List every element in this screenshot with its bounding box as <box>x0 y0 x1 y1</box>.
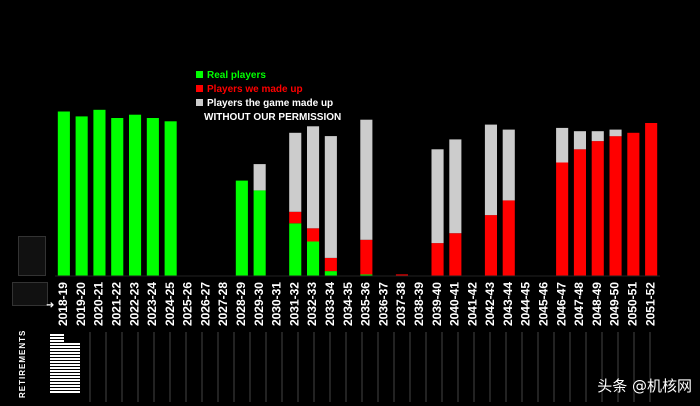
x-tick-label: 2041-42 <box>465 282 479 326</box>
x-tick-label: 2021-22 <box>109 282 123 326</box>
legend-swatch <box>196 85 203 92</box>
bar-2046-47-series-1 <box>556 162 569 276</box>
x-tick-label: 2031-32 <box>287 282 301 326</box>
bar-2039-40-series-2 <box>431 149 444 244</box>
bar-2031-32-series-2 <box>289 132 302 212</box>
thumbnail-strip <box>12 282 48 306</box>
retirements-label: RETIREMENTS <box>18 329 27 398</box>
bar-2033-34-series-0 <box>324 271 337 276</box>
legend-note: WITHOUT OUR PERMISSION <box>204 112 341 123</box>
x-tick-label: 2051-52 <box>643 282 657 326</box>
bar-2048-49-series-1 <box>591 141 604 276</box>
x-tick-label: 2032-33 <box>305 282 319 326</box>
bar-2050-51-series-1 <box>627 132 640 276</box>
x-tick-label: 2036-37 <box>376 282 390 326</box>
bar-2040-41-series-2 <box>449 139 462 234</box>
x-tick-label: 2040-41 <box>448 282 462 326</box>
bar-2032-33-series-2 <box>307 126 320 229</box>
x-tick-label: 2047-48 <box>572 282 586 326</box>
watermark: 头条 @机核网 <box>597 377 692 395</box>
x-tick-label: 2045-46 <box>536 282 550 326</box>
bar-2021-22-series-0 <box>111 118 124 276</box>
bar-2029-30-series-2 <box>253 164 266 191</box>
x-tick-label: 2034-35 <box>341 282 355 326</box>
bar-2048-49-series-2 <box>591 131 604 142</box>
x-tick-label: 2019-20 <box>74 282 88 326</box>
x-tick-label: 2026-27 <box>198 282 212 326</box>
x-tick-label: 2020-21 <box>92 282 106 326</box>
bar-2028-29-series-0 <box>235 180 248 276</box>
x-tick-label: 2030-31 <box>270 282 284 326</box>
bar-2031-32-series-1 <box>289 211 302 224</box>
x-tick-label: 2022-23 <box>127 282 141 326</box>
x-tick-label: 2050-51 <box>625 282 639 326</box>
bar-2033-34-series-1 <box>324 257 337 272</box>
x-tick-label: 2024-25 <box>163 282 177 326</box>
x-tick-label: 2049-50 <box>608 282 622 326</box>
bar-2032-33-series-0 <box>307 241 320 276</box>
retirements-tick-strip <box>89 332 651 402</box>
x-tick-label: 2048-49 <box>590 282 604 326</box>
bar-2040-41-series-1 <box>449 233 462 276</box>
x-tick-label: 2044-45 <box>519 282 533 326</box>
x-tick-label: 2023-24 <box>145 282 159 326</box>
bar-2035-36-series-1 <box>360 239 373 275</box>
bar-2035-36-series-0 <box>360 274 373 276</box>
x-tick-label: 2018-19 <box>56 282 70 326</box>
bar-2024-25-series-0 <box>164 121 177 276</box>
arrow-right-icon: ➜ <box>46 300 55 311</box>
bar-2032-33-series-1 <box>307 228 320 242</box>
bar-2047-48-series-1 <box>573 149 586 276</box>
bar-2035-36-series-2 <box>360 119 373 240</box>
bar-2049-50-series-2 <box>609 129 622 137</box>
x-tick-labels: 2018-19 2019-20 2020-21 2021-22 2022-23 2023-… <box>56 282 657 326</box>
bar-2043-44-series-2 <box>502 129 515 201</box>
retirements-bars <box>50 334 80 402</box>
x-tick-label: 2039-40 <box>430 282 444 326</box>
bar-2051-52-series-1 <box>645 123 658 276</box>
legend-swatch <box>196 71 203 78</box>
bar-2019-20-series-0 <box>75 116 88 277</box>
bar-2047-48-series-2 <box>573 131 586 150</box>
x-tick-label: 2027-28 <box>216 282 230 326</box>
x-tick-label: 2037-38 <box>394 282 408 326</box>
legend-swatch <box>196 99 203 106</box>
bar-2033-34-series-2 <box>324 136 337 258</box>
legend-label: Players the game made up <box>207 98 333 109</box>
legend-label: Real players <box>207 70 266 81</box>
bar-2031-32-series-0 <box>289 223 302 276</box>
bar-2043-44-series-1 <box>502 200 515 276</box>
bar-2020-21-series-0 <box>93 109 106 276</box>
bar-2022-23-series-0 <box>129 114 142 276</box>
bar-2046-47-series-2 <box>556 127 569 163</box>
bar-2018-19-series-0 <box>57 111 70 276</box>
x-tick-label: 2033-34 <box>323 282 337 326</box>
x-tick-label: 2042-43 <box>483 282 497 326</box>
bar-2029-30-series-0 <box>253 190 266 276</box>
x-tick-label: 2035-36 <box>359 282 373 326</box>
bar-2042-43-series-2 <box>484 124 497 216</box>
thumbnail-box <box>18 236 46 276</box>
x-tick-label: 2043-44 <box>501 282 515 326</box>
legend: Real players Players we made up Players th… <box>196 70 341 123</box>
x-tick-label: 2025-26 <box>181 282 195 326</box>
x-tick-label: 2028-29 <box>234 282 248 326</box>
bars <box>55 109 660 277</box>
bar-2042-43-series-1 <box>484 215 497 276</box>
x-tick-label: 2046-47 <box>554 282 568 326</box>
x-tick-label: 2029-30 <box>252 282 266 326</box>
bar-2039-40-series-1 <box>431 243 444 276</box>
x-tick-label: 2038-39 <box>412 282 426 326</box>
legend-label: Players we made up <box>207 84 303 95</box>
bar-2049-50-series-1 <box>609 136 622 276</box>
bar-2037-38-series-1 <box>395 274 408 276</box>
bar-2023-24-series-0 <box>146 118 159 276</box>
